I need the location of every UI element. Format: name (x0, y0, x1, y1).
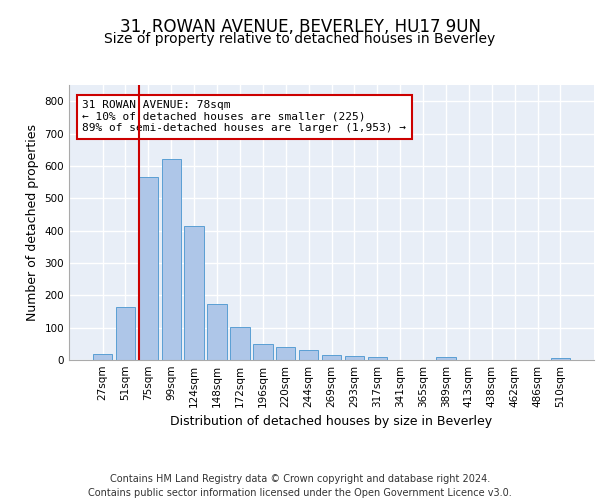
Bar (299, 350, 319, 360)
Bar (139, 177, 158, 360)
Y-axis label: Number of detached properties: Number of detached properties (26, 124, 39, 321)
Text: 31 ROWAN AVENUE: 78sqm
← 10% of detached houses are smaller (225)
89% of semi-de: 31 ROWAN AVENUE: 78sqm ← 10% of detached… (82, 100, 406, 134)
Bar (184, 226, 204, 360)
Bar (208, 304, 227, 360)
Bar (230, 326, 250, 360)
Bar (322, 356, 341, 360)
Bar (253, 344, 272, 360)
Text: Size of property relative to detached houses in Beverley: Size of property relative to detached ho… (104, 32, 496, 46)
Bar (276, 348, 295, 360)
Bar (93, 354, 112, 360)
Bar (344, 356, 364, 360)
Bar (436, 358, 455, 360)
Bar (116, 307, 135, 360)
Bar (161, 160, 181, 360)
Text: Contains HM Land Registry data © Crown copyright and database right 2024.
Contai: Contains HM Land Registry data © Crown c… (88, 474, 512, 498)
Bar (551, 358, 570, 360)
Bar (368, 357, 387, 360)
Text: 31, ROWAN AVENUE, BEVERLEY, HU17 9UN: 31, ROWAN AVENUE, BEVERLEY, HU17 9UN (119, 18, 481, 36)
X-axis label: Distribution of detached houses by size in Beverley: Distribution of detached houses by size … (170, 416, 493, 428)
